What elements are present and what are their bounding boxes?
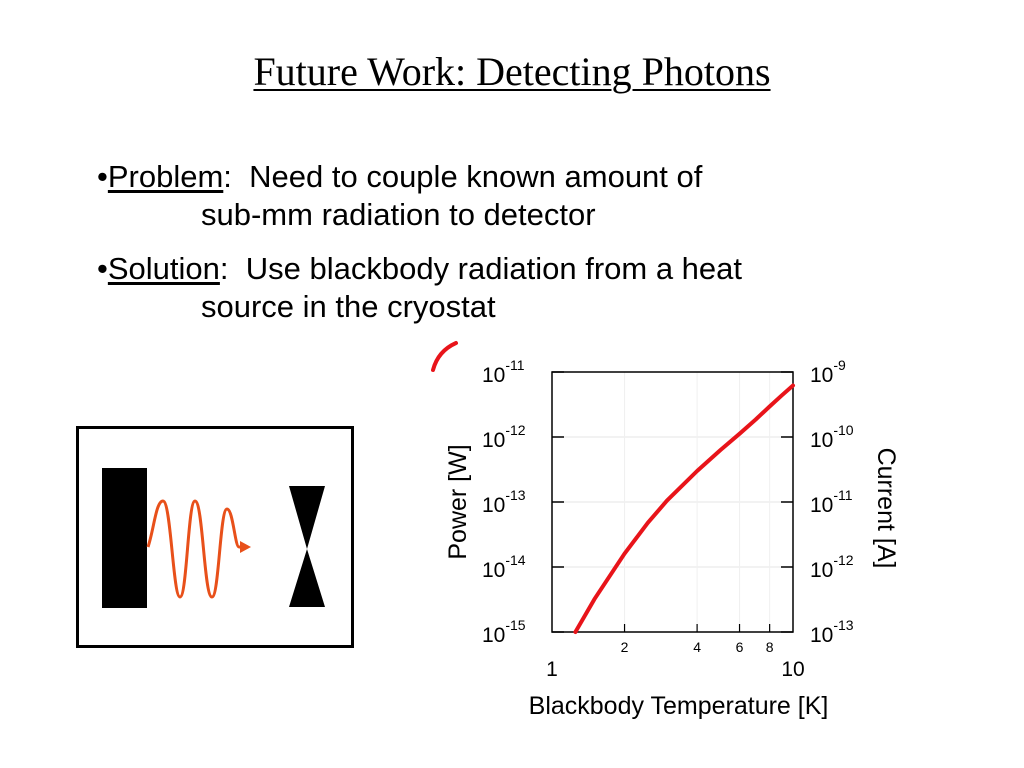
bullet-continuation: sub-mm radiation to detector bbox=[201, 197, 596, 232]
bullet-list: •Problem: Need to couple known amount of… bbox=[97, 158, 937, 342]
bullet-problem: •Problem: Need to couple known amount of… bbox=[97, 158, 937, 234]
ticks-layer bbox=[552, 371, 793, 633]
bullet-marker: • bbox=[97, 251, 108, 286]
y2-axis-label: Current [A] bbox=[872, 448, 900, 569]
grid-layer bbox=[552, 371, 793, 633]
labels-layer: 10-11 10-12 10-13 10-14 10-15 10-9 10-10 10-11 1… bbox=[444, 357, 900, 720]
y2-tick-label: 10-11 bbox=[810, 487, 853, 517]
y-tick-label: 10-12 bbox=[482, 422, 526, 452]
bullet-line: •Solution: Use blackbody radiation from … bbox=[97, 250, 937, 288]
bullet-separator: : bbox=[219, 251, 246, 286]
power-vs-temperature-chart: 10-11 10-12 10-13 10-14 10-15 10-9 10-10 10-11 1… bbox=[400, 340, 1024, 750]
arrow-head-icon bbox=[240, 541, 251, 553]
chart-svg: 10-11 10-12 10-13 10-14 10-15 10-9 10-10 10-11 1… bbox=[431, 341, 900, 720]
y-tick-label: 10-13 bbox=[482, 487, 526, 517]
series-line bbox=[573, 383, 795, 634]
y2-tick-label: 10-10 bbox=[810, 422, 854, 452]
y-tick-label: 10-15 bbox=[482, 617, 526, 647]
y2-tick-label: 10-9 bbox=[810, 357, 846, 387]
heat-source-block bbox=[102, 468, 147, 608]
series-layer bbox=[573, 383, 795, 634]
red-arc-mark bbox=[431, 341, 458, 372]
slide-title: Future Work: Detecting Photons bbox=[253, 49, 771, 94]
bullet-line: •Problem: Need to couple known amount of bbox=[97, 158, 937, 196]
x-minor-tick-label: 4 bbox=[693, 639, 701, 655]
bowtie-detector-icon bbox=[289, 486, 325, 607]
y2-tick-label: 10-13 bbox=[810, 617, 854, 647]
y-tick-label: 10-11 bbox=[482, 357, 525, 387]
y-axis-label: Power [W] bbox=[444, 444, 472, 559]
y-tick-label: 10-14 bbox=[482, 552, 526, 582]
bullet-lead: Problem bbox=[107, 159, 224, 194]
blackbody-schematic bbox=[76, 426, 354, 648]
bullet-text: Use blackbody radiation from a heat bbox=[245, 251, 743, 286]
radiation-wave bbox=[146, 499, 246, 599]
x-minor-tick-label: 2 bbox=[621, 639, 629, 655]
x-tick-label: 1 bbox=[546, 658, 558, 681]
x-minor-tick-label: 8 bbox=[766, 639, 774, 655]
x-axis-label: Blackbody Temperature [K] bbox=[529, 692, 829, 720]
x-minor-tick-label: 6 bbox=[736, 639, 744, 655]
bullet-separator: : bbox=[223, 159, 250, 194]
bullet-continuation: source in the cryostat bbox=[201, 289, 496, 324]
bullet-lead: Solution bbox=[107, 251, 220, 286]
schematic-drawing bbox=[102, 468, 325, 608]
x-tick-label: 10 bbox=[781, 658, 804, 681]
y2-tick-label: 10-12 bbox=[810, 552, 854, 582]
bullet-marker: • bbox=[97, 159, 108, 194]
bullet-text: Need to couple known amount of bbox=[249, 159, 703, 194]
bullet-solution: •Solution: Use blackbody radiation from … bbox=[97, 250, 937, 326]
